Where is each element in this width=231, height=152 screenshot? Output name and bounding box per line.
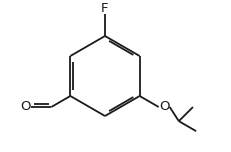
Text: O: O — [159, 100, 170, 114]
Text: F: F — [101, 2, 109, 15]
Text: O: O — [20, 100, 30, 114]
